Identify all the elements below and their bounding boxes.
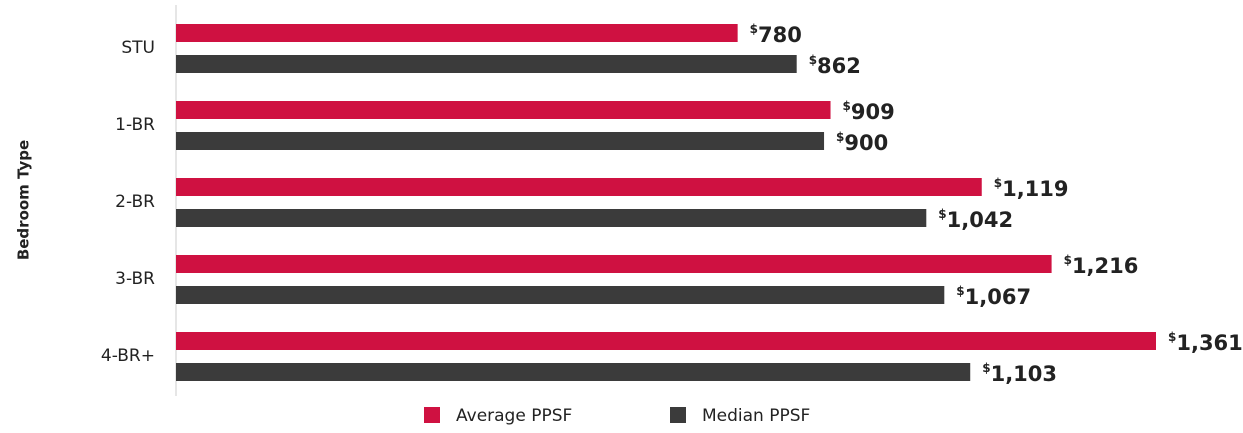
bar: [176, 255, 1052, 273]
bar: [176, 55, 797, 73]
y-tick-label: 1-BR: [115, 115, 155, 135]
bar: [176, 132, 825, 150]
y-axis-title: Bedroom Type: [15, 140, 33, 260]
value-label: $1,042: [938, 207, 1013, 233]
bar: [176, 101, 831, 119]
bar: [176, 332, 1156, 350]
value-label: $1,103: [982, 361, 1057, 387]
bar: [176, 24, 738, 42]
y-tick-label: STU: [121, 38, 155, 58]
legend-swatch: [424, 407, 440, 423]
bar: [176, 209, 927, 227]
y-tick-label: 3-BR: [115, 269, 155, 289]
bar: [176, 286, 945, 304]
bar: [176, 178, 982, 196]
value-label: $900: [836, 130, 888, 156]
y-tick-label: 2-BR: [115, 192, 155, 212]
legend-label: Median PPSF: [702, 406, 810, 426]
legend-swatch: [670, 407, 686, 423]
value-label: $909: [843, 99, 895, 125]
bar: [176, 363, 971, 381]
value-label: $780: [750, 22, 802, 48]
y-tick-label: 4-BR+: [101, 346, 155, 366]
value-label: $862: [809, 53, 861, 79]
value-label: $1,361: [1168, 330, 1243, 356]
value-label: $1,067: [956, 284, 1031, 310]
value-label: $1,216: [1064, 253, 1139, 279]
value-label: $1,119: [994, 176, 1069, 202]
legend-label: Average PPSF: [456, 406, 572, 426]
